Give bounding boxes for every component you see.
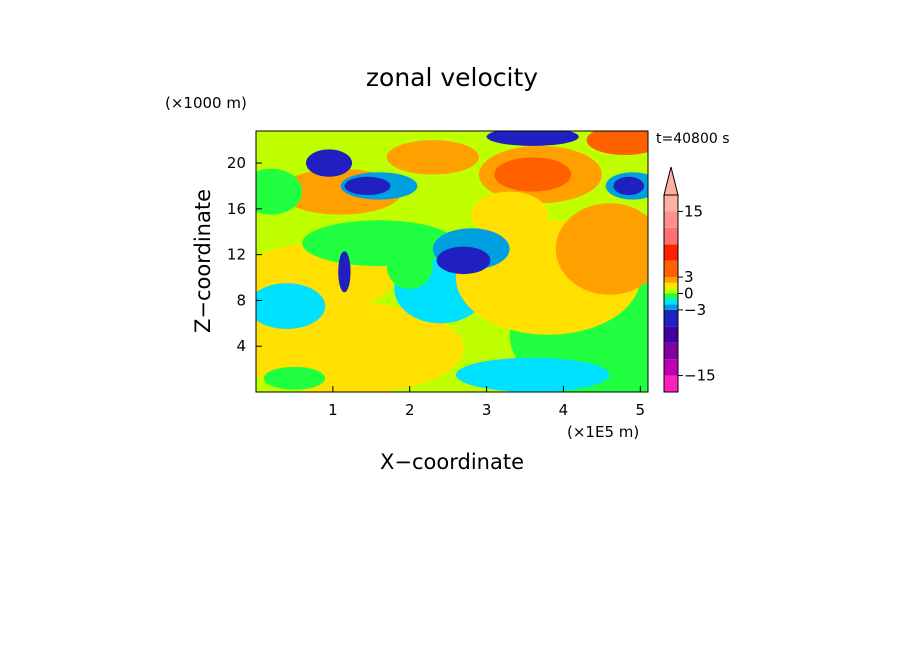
field-region (494, 157, 571, 191)
colorbar-tick-label: 15 (684, 202, 703, 220)
y-tick-label: 20 (227, 154, 246, 172)
x-tick-label: 5 (636, 401, 646, 419)
x-tick-label: 1 (328, 401, 338, 419)
field-region (556, 203, 664, 295)
colorbar-segment (664, 376, 678, 392)
colorbar-segment (664, 277, 678, 282)
field-region (306, 149, 352, 176)
colorbar-segment (664, 283, 678, 288)
colorbar-segment (664, 288, 678, 293)
colorbar-segment (664, 294, 678, 299)
field-region (344, 177, 390, 195)
y-tick-label: 12 (227, 246, 246, 264)
field-region (338, 251, 350, 292)
colorbar-extension (664, 167, 678, 195)
x-tick-label: 3 (482, 401, 492, 419)
chart-title: zonal velocity (366, 63, 538, 92)
x-unit-label: (×1E5 m) (567, 423, 639, 441)
y-axis-label: Z−coordinate (191, 189, 215, 333)
colorbar-segment (664, 244, 678, 260)
field-region (302, 220, 456, 266)
colorbar-segment (664, 299, 678, 304)
colorbar-segment (664, 261, 678, 277)
colorbar-tick-label: 3 (684, 268, 694, 286)
colorbar-tick-label: −15 (684, 367, 716, 385)
y-unit-label: (×1000 m) (165, 94, 247, 112)
colorbar-segment (664, 211, 678, 227)
field-region (241, 169, 302, 215)
colorbar: 15 30−3 −15 (664, 167, 716, 392)
colorbar-segment (664, 304, 678, 309)
field-region (613, 177, 644, 195)
colorbar-tick-label: −3 (684, 301, 706, 319)
field-region (437, 247, 491, 274)
field-region (248, 283, 325, 329)
heatmap-field (233, 125, 725, 403)
colorbar-segment (664, 359, 678, 375)
field-region (487, 128, 579, 146)
field-region (387, 243, 433, 289)
colorbar-segment (664, 228, 678, 244)
x-tick-label: 4 (559, 401, 569, 419)
field-region (387, 140, 479, 174)
field-region (264, 367, 325, 390)
x-axis-label: X−coordinate (380, 450, 524, 474)
y-tick-label: 16 (227, 200, 246, 218)
time-label: t=40800 s (656, 131, 730, 147)
field-region (587, 125, 664, 155)
colorbar-segment (664, 326, 678, 342)
field-region (456, 358, 610, 392)
colorbar-segment (664, 195, 678, 211)
colorbar-tick-label: 0 (684, 285, 694, 303)
y-tick-label: 8 (236, 291, 246, 309)
colorbar-segment (664, 343, 678, 359)
colorbar-segment (664, 310, 678, 326)
x-tick-label: 2 (405, 401, 415, 419)
y-tick-label: 4 (236, 337, 246, 355)
